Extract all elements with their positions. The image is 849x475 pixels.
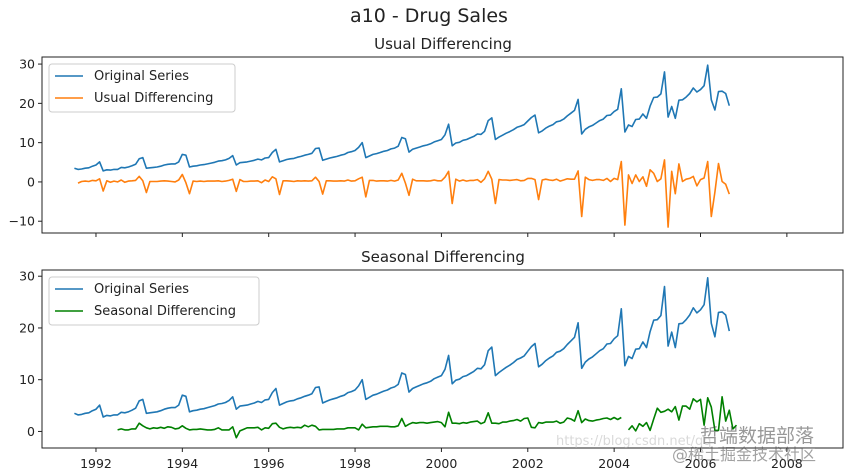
y-tick-label: −10 xyxy=(9,214,35,229)
watermark-main: 哲端数据部落 xyxy=(700,425,814,447)
axes-title-seasonal: Seasonal Differencing xyxy=(361,248,525,266)
y-tick-label: 30 xyxy=(19,269,35,284)
y-tick-label: 0 xyxy=(27,424,35,439)
series-line-usual-diff xyxy=(77,159,731,228)
series-line-original xyxy=(74,277,731,418)
watermark-url: https://blog.csdn.net/qq_ xyxy=(556,434,719,449)
legend-box xyxy=(48,63,236,113)
x-tick-label: 2000 xyxy=(426,456,458,471)
axes-frame-seasonal xyxy=(41,269,844,449)
y-tick-label: 30 xyxy=(19,57,35,72)
x-tick-label: 2002 xyxy=(512,456,544,471)
series-line-seasonal-diff xyxy=(117,396,738,439)
plot-area-usual xyxy=(74,64,731,228)
y-tick-label: 10 xyxy=(19,135,35,150)
y-tick-label: 20 xyxy=(19,96,35,111)
legend-label-usual: Usual Differencing xyxy=(94,91,213,106)
x-tick-label: 1992 xyxy=(80,456,112,471)
legend-label-original: Original Series xyxy=(94,282,189,297)
x-tick-label: 2008 xyxy=(771,456,803,471)
watermark: https://blog.csdn.net/qq_ 哲端数据部落 @稀土掘金技术… xyxy=(556,425,816,464)
legend-label-seasonal: Seasonal Differencing xyxy=(94,304,236,319)
axes-frame-usual xyxy=(41,56,844,234)
figure-suptitle: a10 - Drug Sales xyxy=(350,5,508,27)
legend-seasonal: Original Series Seasonal Differencing xyxy=(48,276,260,326)
legend-box xyxy=(48,276,260,326)
x-tick-label: 1994 xyxy=(166,456,198,471)
watermark-sub: @稀土掘金技术社区 xyxy=(672,445,816,464)
plot-area-seasonal xyxy=(74,277,738,439)
axes-title-usual: Usual Differencing xyxy=(374,35,512,53)
x-axis-seasonal: 1992 1994 1996 1998 2000 2002 2004 2006 2008 xyxy=(80,448,803,471)
x-tick-label: 1996 xyxy=(253,456,285,471)
y-axis-usual: −10 0 10 20 30 xyxy=(9,57,42,229)
x-tick-label: 1998 xyxy=(339,456,371,471)
legend-label-original: Original Series xyxy=(94,69,189,84)
x-tick-label: 2004 xyxy=(598,456,630,471)
axes-usual-differencing: Usual Differencing −10 0 10 20 30 Original S… xyxy=(9,35,844,237)
series-line-original xyxy=(74,64,731,172)
y-tick-label: 20 xyxy=(19,320,35,335)
y-tick-label: 0 xyxy=(27,174,35,189)
y-axis-seasonal: 0 10 20 30 xyxy=(19,269,42,439)
legend-usual: Original Series Usual Differencing xyxy=(48,63,236,113)
x-axis-usual xyxy=(95,233,788,237)
x-tick-label: 2006 xyxy=(685,456,717,471)
y-tick-label: 10 xyxy=(19,372,35,387)
